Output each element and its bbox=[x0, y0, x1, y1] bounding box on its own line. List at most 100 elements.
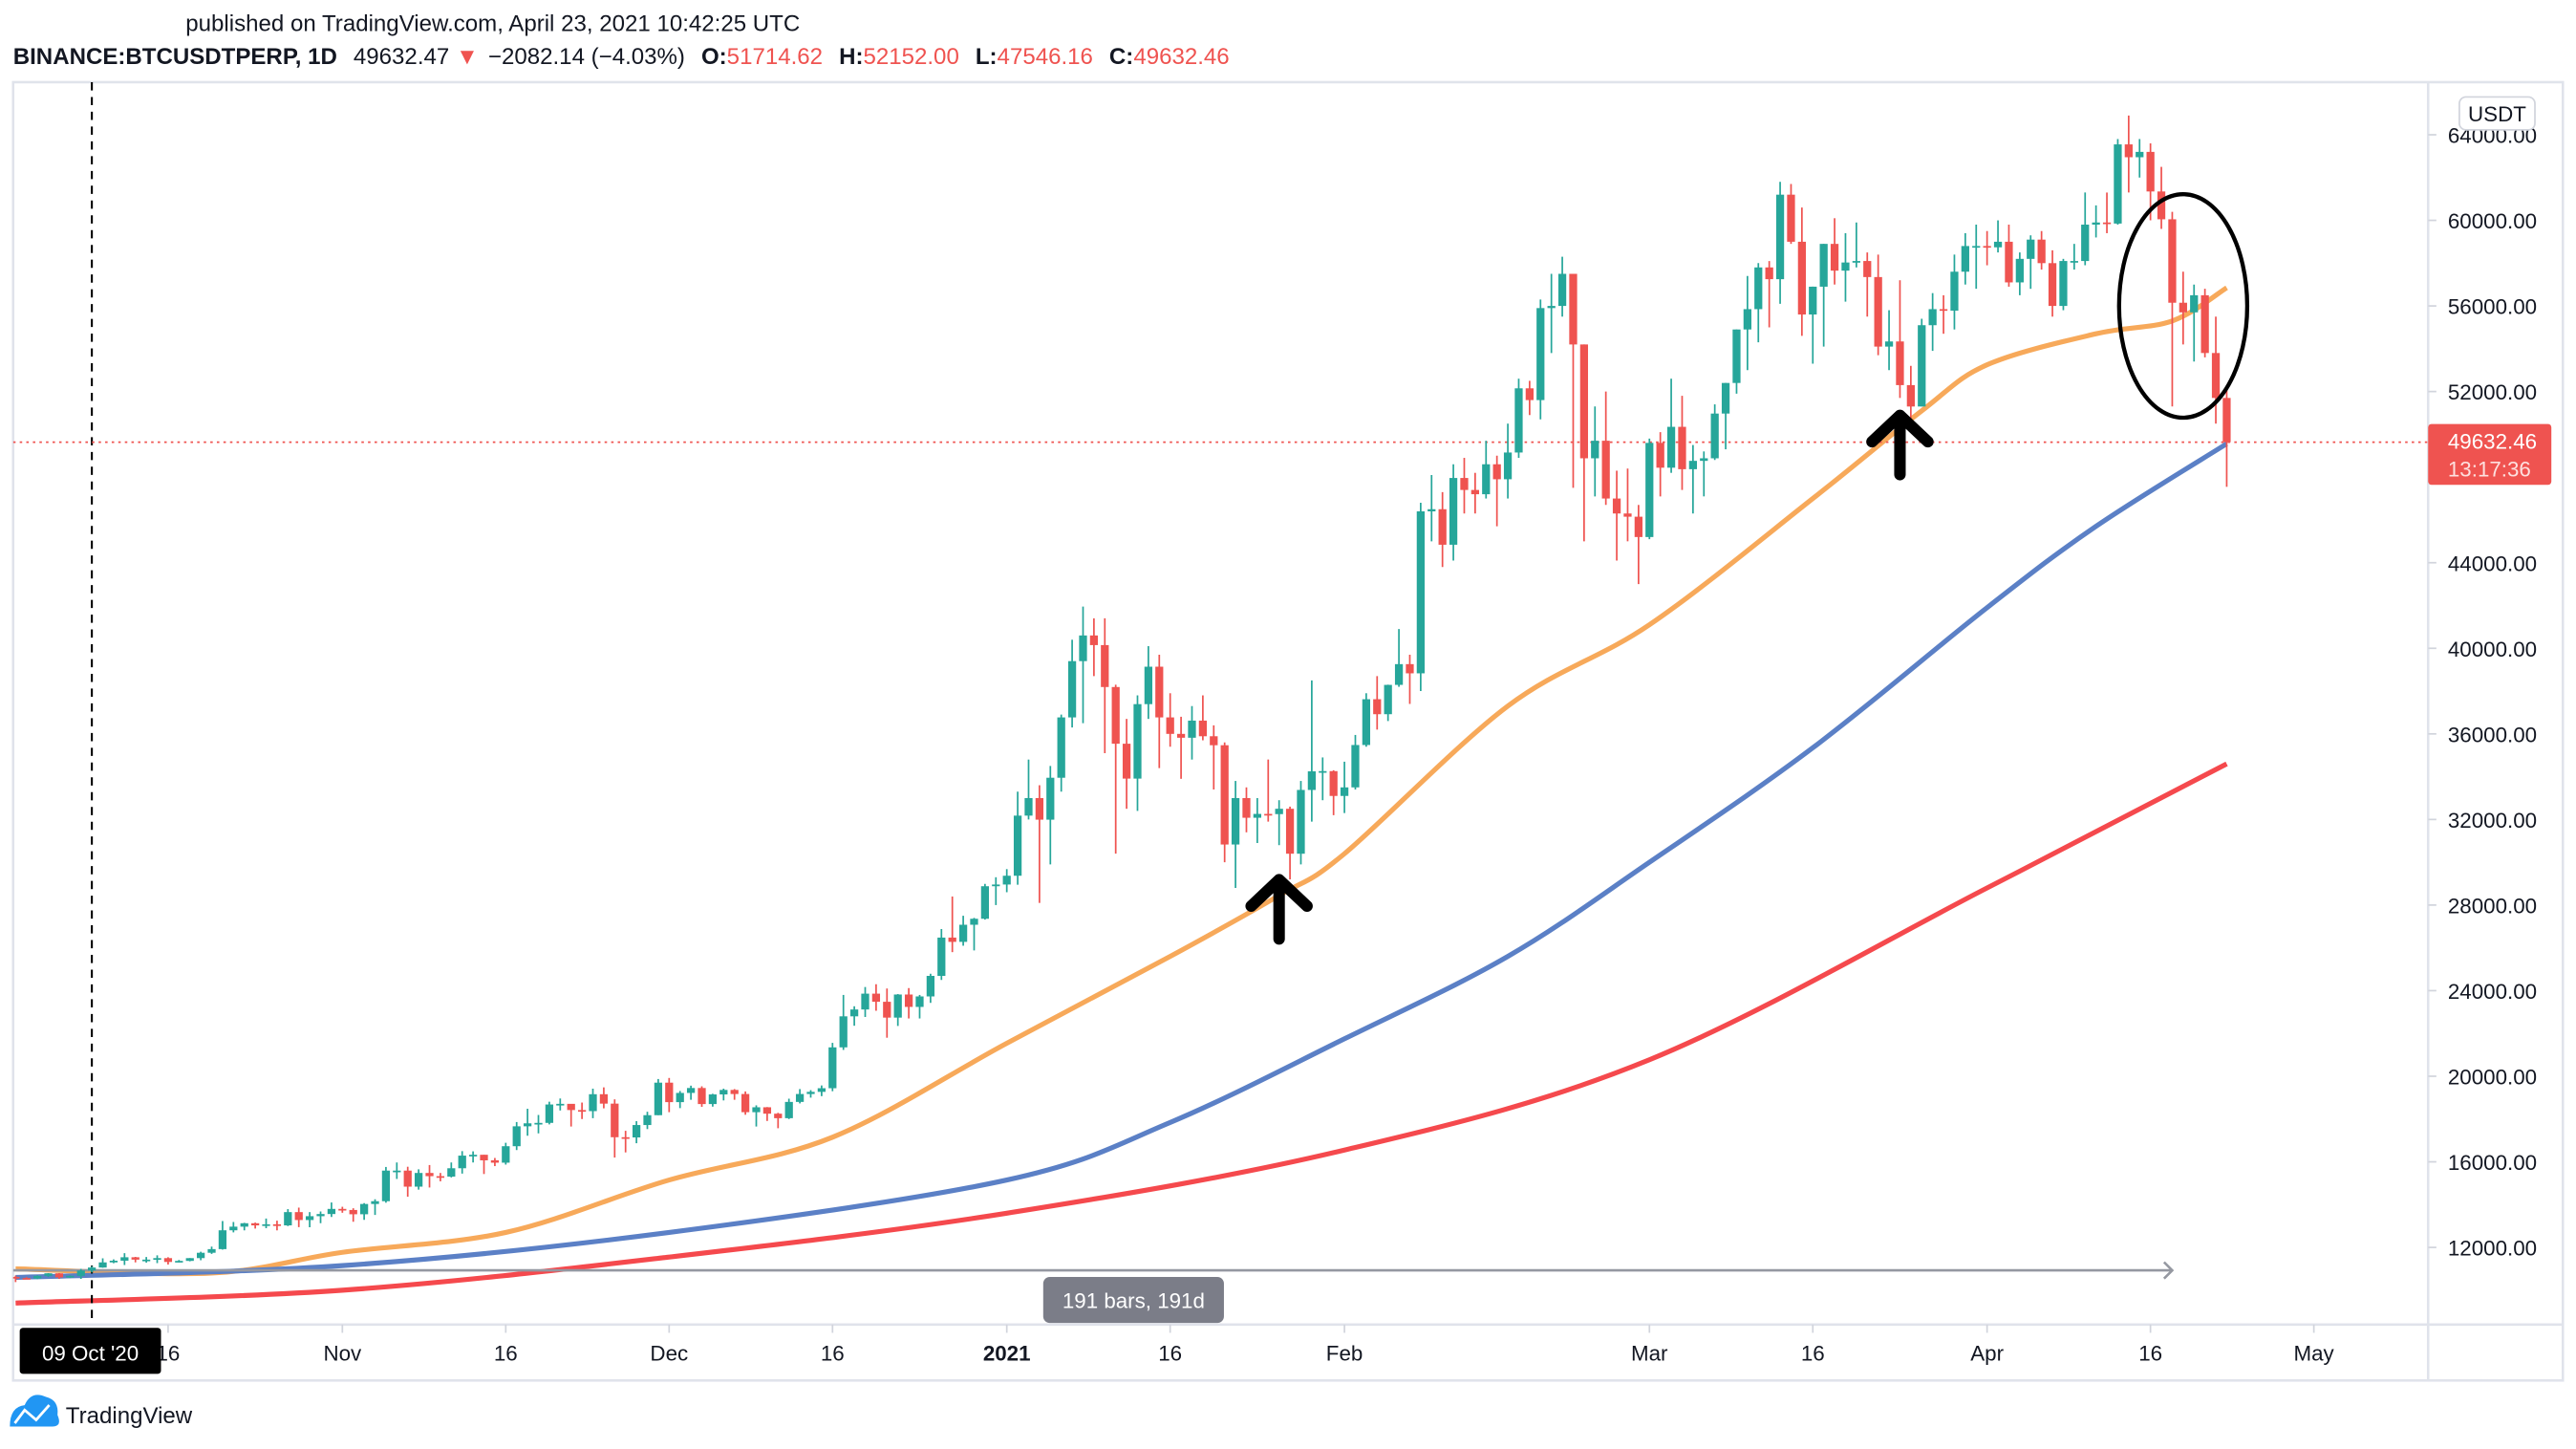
candle[interactable] bbox=[22, 1277, 31, 1280]
candle[interactable] bbox=[828, 1043, 837, 1092]
candle[interactable] bbox=[131, 1256, 140, 1263]
candle[interactable] bbox=[349, 1208, 357, 1222]
candle[interactable] bbox=[1688, 444, 1697, 514]
candle[interactable] bbox=[871, 984, 881, 1011]
candle[interactable] bbox=[1863, 252, 1872, 317]
candle[interactable] bbox=[1645, 438, 1654, 540]
candle[interactable] bbox=[1438, 491, 1447, 568]
candle[interactable] bbox=[458, 1151, 466, 1174]
candle[interactable] bbox=[589, 1088, 597, 1118]
candle[interactable] bbox=[958, 916, 968, 946]
candle[interactable] bbox=[262, 1218, 270, 1228]
candle[interactable] bbox=[1514, 378, 1523, 459]
candle[interactable] bbox=[1210, 724, 1218, 790]
candle[interactable] bbox=[1155, 654, 1164, 768]
candle[interactable] bbox=[719, 1088, 728, 1101]
candle[interactable] bbox=[1035, 785, 1044, 903]
candle[interactable] bbox=[926, 973, 935, 1004]
candle[interactable] bbox=[1449, 464, 1458, 561]
candle[interactable] bbox=[1111, 684, 1120, 854]
candle[interactable] bbox=[393, 1162, 401, 1179]
candle[interactable] bbox=[2070, 244, 2078, 270]
candle[interactable] bbox=[2124, 115, 2133, 193]
candle[interactable] bbox=[163, 1257, 173, 1265]
candle[interactable] bbox=[1264, 759, 1273, 822]
candle[interactable] bbox=[218, 1221, 227, 1250]
candle[interactable] bbox=[1819, 244, 1828, 347]
candle[interactable] bbox=[2059, 258, 2068, 311]
candle[interactable] bbox=[371, 1199, 379, 1216]
candle[interactable] bbox=[1242, 787, 1251, 833]
candle[interactable] bbox=[175, 1260, 183, 1263]
candle[interactable] bbox=[1406, 654, 1414, 704]
candle[interactable] bbox=[1470, 472, 1479, 514]
candle[interactable] bbox=[1787, 184, 1795, 245]
candle[interactable] bbox=[1166, 693, 1174, 747]
candle[interactable] bbox=[1067, 639, 1077, 728]
candle[interactable] bbox=[1101, 617, 1109, 753]
candle[interactable] bbox=[1002, 869, 1011, 893]
candle[interactable] bbox=[730, 1089, 739, 1100]
candle[interactable] bbox=[1601, 391, 1610, 506]
candle[interactable] bbox=[937, 928, 946, 981]
candle[interactable] bbox=[893, 994, 902, 1027]
candle[interactable] bbox=[98, 1258, 107, 1268]
candle[interactable] bbox=[1797, 207, 1806, 336]
candle[interactable] bbox=[1297, 781, 1305, 865]
candle[interactable] bbox=[1362, 693, 1371, 747]
candle[interactable] bbox=[1809, 286, 1817, 364]
candle[interactable] bbox=[1253, 797, 1262, 843]
candle[interactable] bbox=[915, 994, 924, 1019]
candle[interactable] bbox=[1144, 646, 1153, 720]
candle[interactable] bbox=[1710, 404, 1719, 461]
candle[interactable] bbox=[2081, 192, 2090, 266]
candle[interactable] bbox=[490, 1157, 500, 1167]
candle[interactable] bbox=[1275, 800, 1283, 846]
candle[interactable] bbox=[948, 896, 956, 953]
candle[interactable] bbox=[2157, 166, 2166, 229]
candle[interactable] bbox=[698, 1086, 706, 1108]
candle[interactable] bbox=[1896, 280, 1904, 399]
candle[interactable] bbox=[33, 1275, 42, 1280]
candle[interactable] bbox=[1961, 232, 1969, 285]
candle[interactable] bbox=[468, 1151, 478, 1163]
candle[interactable] bbox=[1416, 503, 1426, 692]
candle[interactable] bbox=[1918, 318, 1926, 407]
candle[interactable] bbox=[1721, 382, 1730, 450]
candle[interactable] bbox=[2179, 271, 2187, 345]
candle[interactable] bbox=[11, 1275, 20, 1283]
candle[interactable] bbox=[2114, 139, 2122, 226]
candle[interactable] bbox=[414, 1169, 423, 1190]
candle[interactable] bbox=[1656, 432, 1664, 497]
time-axis[interactable]: 16 Nov 16 Dec 16 2021 16 Feb Mar 16 Apr 16 May bbox=[156, 1324, 2335, 1366]
candle[interactable] bbox=[207, 1246, 216, 1254]
candle[interactable] bbox=[240, 1222, 248, 1231]
currency-badge[interactable]: USDT bbox=[2458, 96, 2536, 131]
candle[interactable] bbox=[2102, 192, 2112, 233]
candle[interactable] bbox=[2211, 316, 2221, 424]
candle[interactable] bbox=[1384, 684, 1392, 722]
candle[interactable] bbox=[1307, 680, 1317, 822]
candle[interactable] bbox=[76, 1268, 85, 1280]
candle[interactable] bbox=[54, 1272, 64, 1280]
candle[interactable] bbox=[1492, 455, 1501, 527]
candle[interactable] bbox=[654, 1078, 663, 1115]
price-axis[interactable]: 12000.00 16000.00 20000.00 24000.00 28000.00… bbox=[2428, 124, 2537, 1261]
candle[interactable] bbox=[2048, 249, 2057, 317]
candle[interactable] bbox=[1557, 256, 1567, 317]
candle[interactable] bbox=[1775, 182, 1785, 304]
candle[interactable] bbox=[447, 1162, 456, 1178]
candle[interactable] bbox=[1089, 617, 1099, 677]
candle[interactable] bbox=[480, 1155, 488, 1175]
candle[interactable] bbox=[784, 1098, 793, 1119]
candle[interactable] bbox=[1666, 378, 1676, 473]
candle[interactable] bbox=[1057, 714, 1065, 792]
candle[interactable] bbox=[849, 1006, 859, 1027]
candle[interactable] bbox=[1482, 441, 1491, 499]
candle[interactable] bbox=[534, 1114, 543, 1134]
candle[interactable] bbox=[2005, 225, 2013, 287]
candle[interactable] bbox=[1079, 606, 1087, 724]
candle[interactable] bbox=[1122, 719, 1131, 810]
candle[interactable] bbox=[1329, 769, 1338, 815]
candle[interactable] bbox=[1013, 791, 1022, 885]
